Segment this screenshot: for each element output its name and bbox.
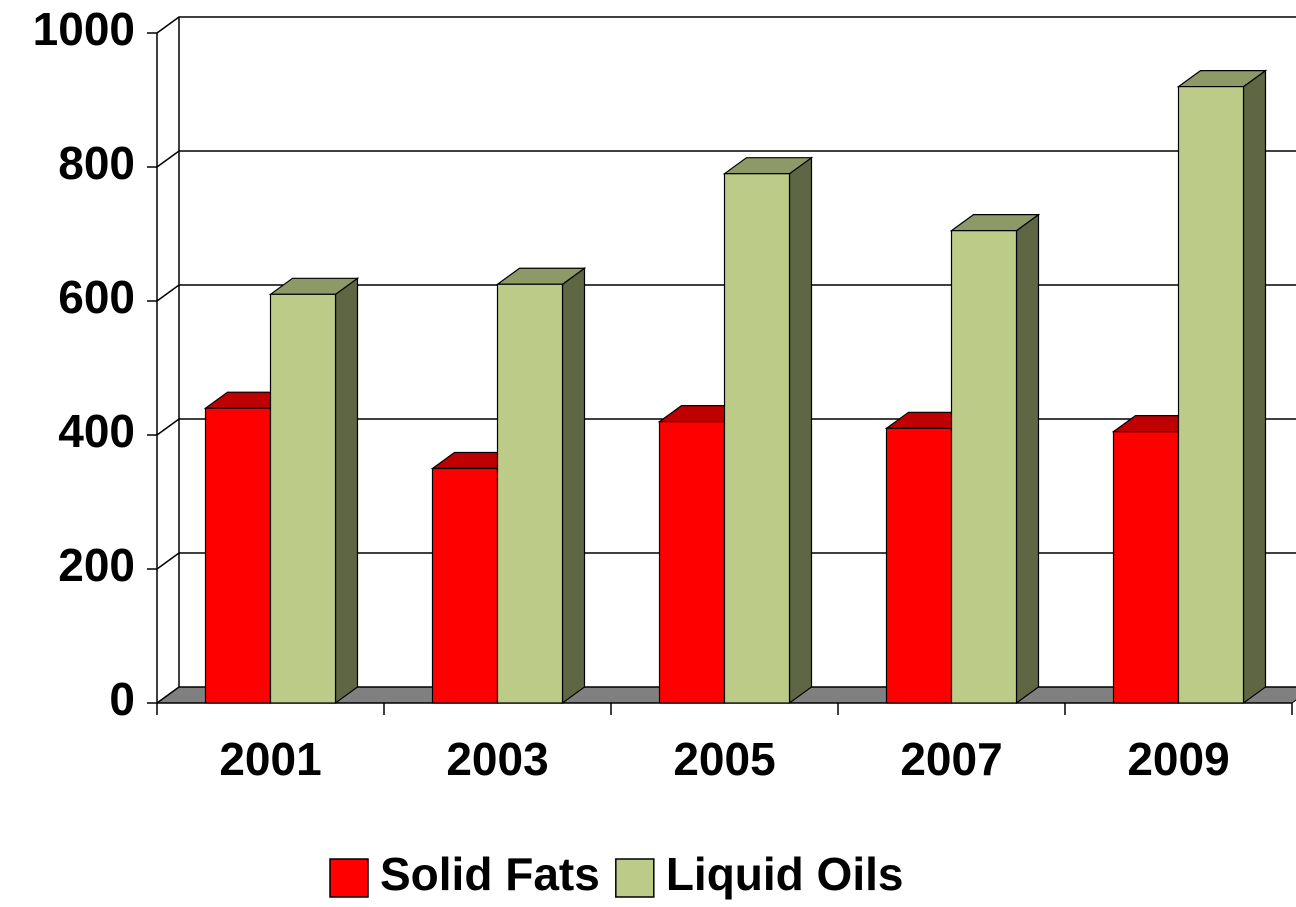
bar-side: [334, 277, 359, 705]
y-tick-label: 200: [58, 539, 135, 591]
bar-side: [788, 156, 813, 705]
bar: [722, 156, 814, 705]
bar: [495, 267, 587, 705]
grid-line: [156, 16, 1296, 34]
bar-front: [950, 230, 1018, 704]
y-tick-label: 0: [109, 673, 135, 725]
bar: [1176, 69, 1268, 705]
legend-label: Liquid Oils: [666, 848, 904, 900]
x-tick-label: 2009: [1127, 733, 1229, 785]
bar-side: [1015, 213, 1040, 705]
bar-front: [658, 421, 726, 704]
legend-swatch: [329, 858, 369, 898]
x-tick-label: 2001: [219, 733, 321, 785]
legend-swatch: [615, 858, 655, 898]
bar-front: [204, 407, 272, 704]
bar-front: [723, 173, 791, 704]
grid-line: [156, 150, 1296, 168]
bar-side: [561, 267, 586, 705]
x-tick-label: 2005: [673, 733, 775, 785]
bar-front: [885, 427, 953, 704]
labels: 0 200 400 600 800 1000 2001 2003 2005 2007 2009 Sol…: [33, 3, 1230, 900]
bar: [949, 213, 1041, 705]
bars: [203, 69, 1268, 705]
x-tick-label: 2007: [900, 733, 1002, 785]
bar-front: [496, 283, 564, 704]
bar-front: [1177, 85, 1245, 704]
x-tick-label: 2003: [446, 733, 548, 785]
y-tick-label: 600: [58, 271, 135, 323]
bar-front: [431, 467, 499, 704]
legend-label: Solid Fats: [380, 848, 600, 900]
y-tick-label: 1000: [33, 3, 135, 55]
bar-front: [1112, 431, 1180, 704]
bar: [268, 277, 360, 705]
y-tick-label: 400: [58, 405, 135, 457]
bar-side: [1242, 69, 1267, 705]
y-tick-label: 800: [58, 137, 135, 189]
bar-front: [269, 293, 337, 704]
grid-line: [156, 284, 1296, 302]
